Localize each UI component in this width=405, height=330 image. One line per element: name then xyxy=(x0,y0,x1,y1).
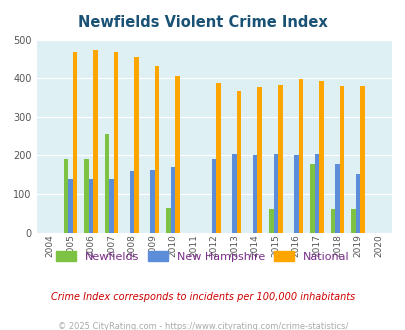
Bar xyxy=(257,87,261,233)
Bar xyxy=(175,76,179,233)
Bar xyxy=(293,155,298,233)
Bar xyxy=(150,170,154,233)
Bar xyxy=(113,52,118,233)
Bar xyxy=(109,179,113,233)
Text: Newfields Violent Crime Index: Newfields Violent Crime Index xyxy=(78,15,327,30)
Bar xyxy=(154,66,159,233)
Bar xyxy=(269,209,273,233)
Bar xyxy=(166,208,171,233)
Bar xyxy=(171,167,175,233)
Bar xyxy=(334,164,339,233)
Bar xyxy=(232,154,237,233)
Bar xyxy=(84,159,88,233)
Bar xyxy=(330,209,334,233)
Bar xyxy=(355,174,359,233)
Bar xyxy=(277,85,282,233)
Bar xyxy=(314,154,318,233)
Bar xyxy=(72,51,77,233)
Text: © 2025 CityRating.com - https://www.cityrating.com/crime-statistics/: © 2025 CityRating.com - https://www.city… xyxy=(58,322,347,330)
Bar xyxy=(211,159,216,233)
Bar xyxy=(64,159,68,233)
Bar xyxy=(252,155,257,233)
Bar xyxy=(68,179,72,233)
Bar xyxy=(298,79,303,233)
Legend: Newfields, New Hampshire, National: Newfields, New Hampshire, National xyxy=(51,247,354,267)
Bar xyxy=(237,90,241,233)
Bar xyxy=(339,86,343,233)
Bar xyxy=(88,179,93,233)
Bar xyxy=(130,171,134,233)
Bar xyxy=(273,154,277,233)
Bar xyxy=(104,134,109,233)
Bar xyxy=(350,209,355,233)
Bar xyxy=(309,164,314,233)
Text: Crime Index corresponds to incidents per 100,000 inhabitants: Crime Index corresponds to incidents per… xyxy=(51,292,354,302)
Bar xyxy=(134,57,139,233)
Bar xyxy=(359,86,364,233)
Bar xyxy=(318,81,323,233)
Bar xyxy=(216,83,220,233)
Bar xyxy=(93,50,98,233)
